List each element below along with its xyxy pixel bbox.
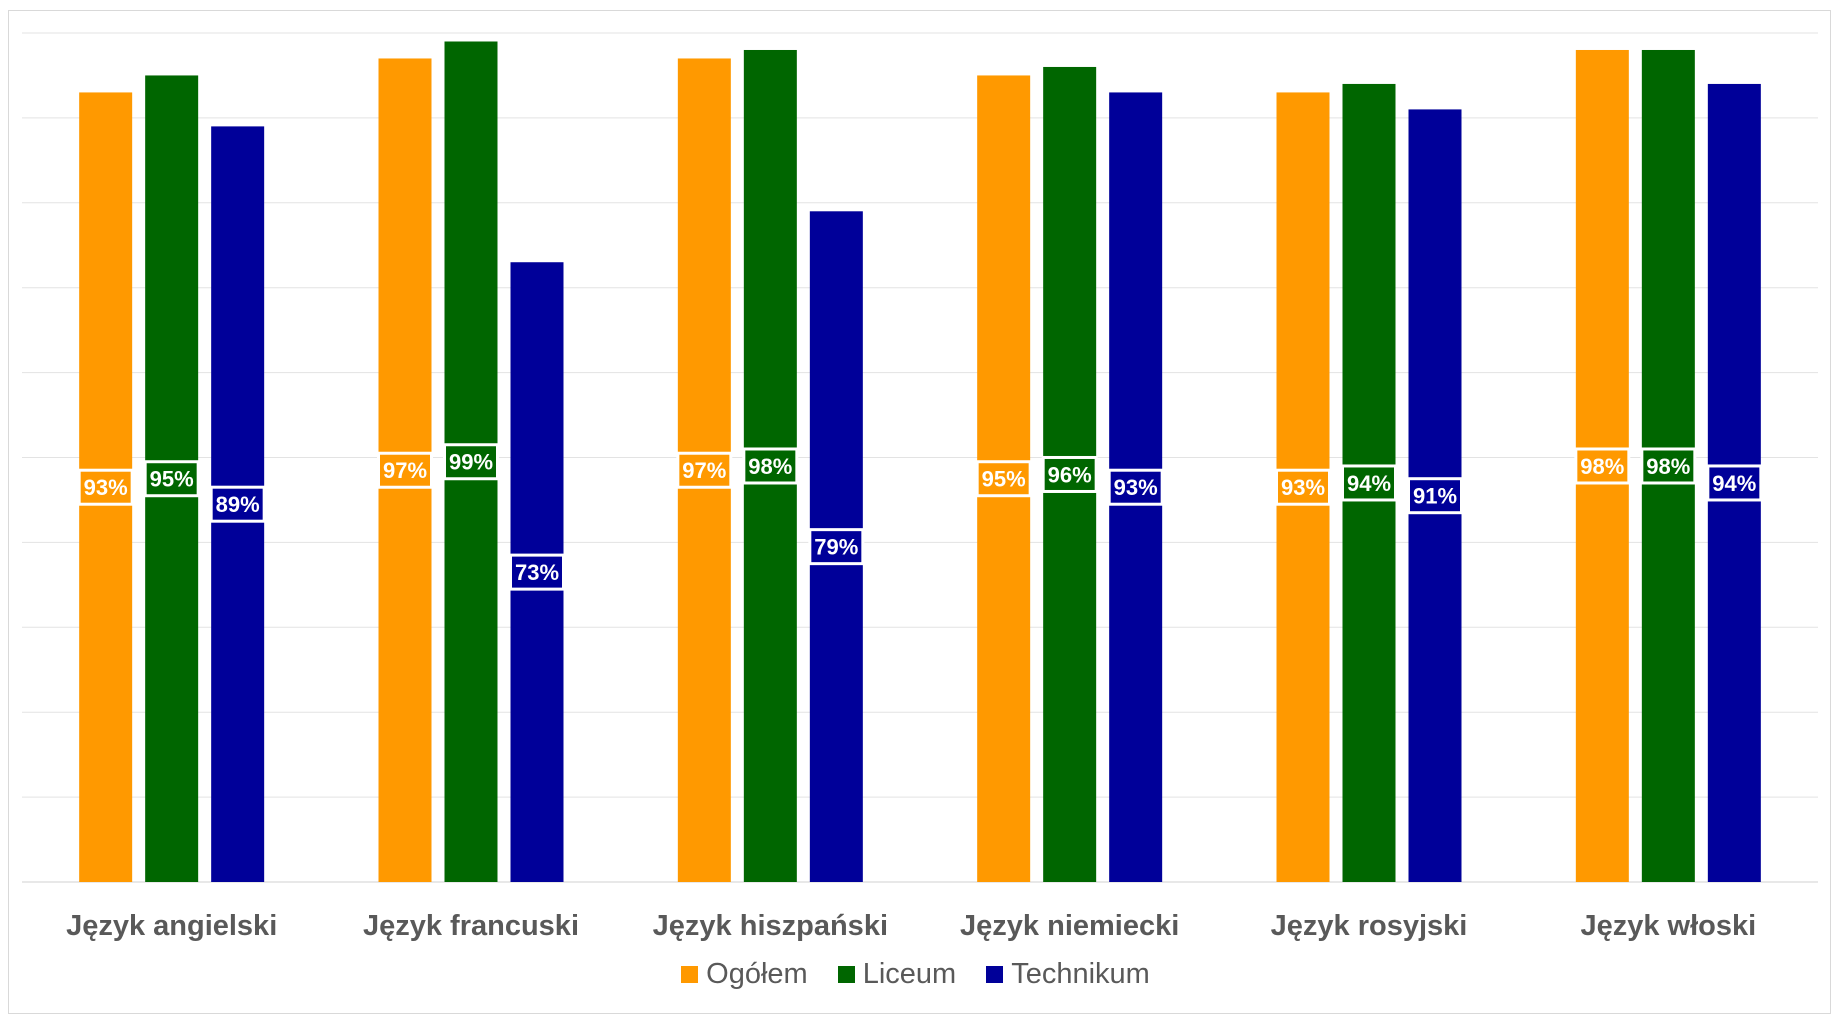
data-label: 93%	[84, 475, 128, 500]
data-label: 95%	[982, 467, 1026, 492]
legend-item-liceum: Liceum	[837, 958, 957, 991]
data-label: 94%	[1712, 471, 1756, 496]
data-labels: 93% 95% 89% 97% 99% 73% 97% 98% 79% 95% 96% 93% 93% 9…	[77, 443, 1763, 591]
legend-swatch-liceum	[837, 966, 855, 983]
data-label-box	[77, 468, 134, 506]
data-label: 73%	[515, 560, 559, 585]
data-label-box	[209, 485, 266, 523]
bars	[79, 41, 1761, 883]
legend-item-technikum: Technikum	[986, 958, 1150, 991]
category-label: Język rosyjski	[1271, 910, 1468, 942]
category-label: Język włoski	[1580, 910, 1756, 942]
data-label: 97%	[383, 458, 427, 483]
data-label-box	[1041, 455, 1098, 493]
legend: Ogółem Liceum Technikum	[0, 958, 1831, 991]
data-label-box	[443, 443, 499, 481]
legend-swatch-ogolem	[681, 966, 699, 983]
data-label-box	[676, 451, 733, 489]
data-label-box	[975, 460, 1032, 498]
data-label-box	[742, 447, 799, 485]
data-label: 79%	[814, 535, 858, 560]
data-label: 98%	[1646, 454, 1690, 479]
data-label-box	[377, 451, 433, 489]
chart-frame	[8, 10, 1831, 1014]
data-label-box	[1341, 464, 1397, 502]
legend-swatch-technikum	[986, 966, 1004, 983]
legend-label-technikum: Technikum	[1011, 958, 1150, 990]
data-label-box	[1107, 468, 1164, 506]
data-label-box	[1640, 447, 1697, 485]
data-label: 89%	[216, 492, 260, 517]
data-label-box	[143, 460, 200, 498]
category-label: Język niemiecki	[960, 910, 1179, 942]
category-label: Język hiszpański	[653, 910, 888, 942]
category-label: Język francuski	[363, 910, 579, 942]
data-label-box	[1407, 477, 1463, 515]
category-label: Język angielski	[66, 910, 277, 942]
data-label-box	[1275, 468, 1331, 506]
data-label: 98%	[748, 454, 792, 479]
data-label: 94%	[1347, 471, 1391, 496]
data-label-box	[509, 553, 565, 591]
data-label: 98%	[1580, 454, 1624, 479]
data-label-box	[808, 528, 865, 566]
data-label: 99%	[449, 450, 493, 475]
data-label: 97%	[682, 458, 726, 483]
data-label: 91%	[1413, 484, 1457, 509]
data-label-box	[1706, 464, 1763, 502]
legend-item-ogolem: Ogółem	[681, 958, 808, 991]
data-label: 96%	[1048, 462, 1092, 487]
legend-label-liceum: Liceum	[862, 958, 957, 990]
legend-label-ogolem: Ogółem	[706, 958, 808, 990]
data-label: 95%	[150, 467, 194, 492]
data-label-box	[1574, 447, 1631, 485]
gridlines	[22, 32, 1818, 883]
data-label: 93%	[1114, 475, 1158, 500]
category-axis-labels: Język angielski Język francuski Język hisz…	[66, 910, 1756, 942]
data-label: 93%	[1281, 475, 1325, 500]
